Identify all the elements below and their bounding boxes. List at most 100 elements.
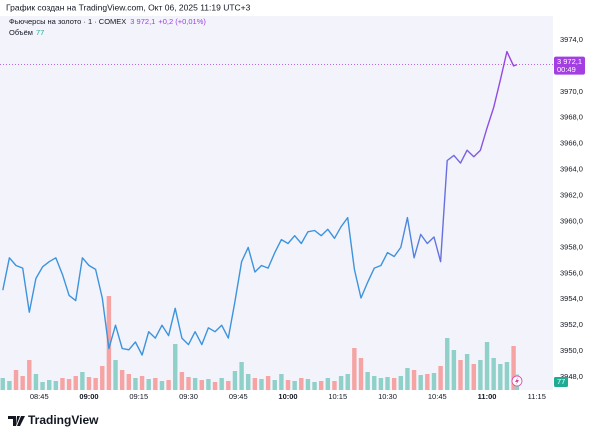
volume-bar [7, 381, 12, 390]
volume-bar [411, 370, 417, 390]
price-line [2, 50, 518, 356]
volume-bar [272, 380, 277, 390]
volume-bar [199, 380, 204, 390]
plot-area [0, 16, 553, 390]
volume-bar [358, 358, 364, 390]
volume-bar [285, 380, 291, 390]
y-tick-label: 3970,0 [560, 87, 583, 96]
y-tick-label: 3952,0 [560, 320, 583, 329]
volume-bar [86, 377, 92, 390]
volume-bar [425, 374, 430, 390]
volume-bar [179, 372, 185, 390]
volume-bar [27, 360, 32, 390]
volume-bar [186, 377, 191, 390]
volume-bar [332, 381, 337, 390]
volume-bar [66, 379, 72, 390]
volume-bar [53, 381, 59, 390]
volume-bar [146, 379, 151, 390]
x-tick-label: 08:45 [30, 392, 49, 401]
volume-bar [226, 381, 231, 390]
logo: TradingView [8, 413, 99, 427]
x-tick-label: 09:15 [129, 392, 148, 401]
y-tick-label: 3960,0 [560, 216, 583, 225]
volume-bar [40, 382, 45, 390]
volume-bar [279, 374, 284, 390]
volume-bar [299, 378, 304, 390]
volume-bar [13, 370, 19, 390]
y-tick-label: 3956,0 [560, 268, 583, 277]
volume-bar [46, 380, 52, 390]
volume-bar [192, 378, 198, 390]
volume-bar [252, 378, 258, 390]
x-tick-label: 09:45 [229, 392, 248, 401]
volume-bar [352, 348, 357, 390]
volume-bar [451, 350, 457, 390]
volume-bar [464, 354, 470, 390]
volume-bar [139, 376, 145, 390]
volume-bar [385, 377, 390, 390]
volume-bar [219, 378, 224, 390]
legend-change: +0,2 (+0,01%) [158, 17, 206, 26]
volume-bar [20, 376, 25, 390]
logo-text: TradingView [28, 413, 99, 427]
volume-bar [405, 368, 410, 390]
volume-bar [445, 338, 450, 390]
volume-bar [0, 378, 5, 390]
price-label-box [554, 56, 585, 75]
volume-bar [471, 364, 476, 390]
volume-bar [398, 376, 403, 390]
chart-title: График создан на TradingView.com, Окт 06… [6, 2, 251, 12]
legend-volume-value: 77 [36, 28, 44, 37]
volume-bar [511, 346, 516, 390]
volume-bar [93, 378, 98, 390]
x-tick-label: 09:30 [179, 392, 198, 401]
volume-bar [80, 372, 85, 390]
volume-bar [325, 378, 331, 390]
volume-bar [312, 382, 317, 390]
volume-bar [212, 382, 218, 390]
volume-bar [338, 376, 344, 390]
volume-bar [484, 342, 490, 390]
volume-bar [60, 378, 65, 390]
volume-bar [33, 374, 39, 390]
y-tick-label: 3958,0 [560, 242, 583, 251]
volume-bar [292, 381, 297, 390]
volume-bar [431, 373, 437, 390]
volume-bar [246, 374, 251, 390]
volume-label-box [554, 377, 568, 387]
volume-bar [391, 378, 397, 390]
volume-bar [458, 360, 463, 390]
x-tick-label: 10:30 [378, 392, 397, 401]
volume-bar [206, 379, 211, 390]
volume-bar [504, 362, 510, 390]
volume-bar [133, 378, 138, 390]
legend-price: 3 972,1 [130, 17, 155, 26]
x-tick-label: 10:45 [428, 392, 447, 401]
volume-bar [259, 379, 264, 390]
volume-bar [491, 358, 496, 390]
volume-bar [305, 379, 311, 390]
volume-bar [166, 380, 171, 390]
legend-symbol: Фьючерсы на золото · 1 · COMEX [9, 17, 126, 26]
legend-volume: Объём [9, 28, 33, 37]
volume-bar [239, 362, 244, 390]
volume-bar [372, 376, 377, 390]
logo-icon [8, 416, 25, 426]
volume-bar [113, 360, 118, 390]
volume-bar [106, 296, 112, 390]
x-tick-label: 10:15 [328, 392, 347, 401]
volume-bar [100, 366, 105, 390]
volume-label: 77 [557, 377, 565, 386]
volume-bar [418, 375, 423, 390]
x-tick-label: 11:00 [478, 392, 497, 401]
volume-bar [159, 381, 165, 390]
y-tick-label: 3954,0 [560, 294, 583, 303]
x-tick-label: 09:00 [79, 392, 98, 401]
volume-bar [73, 376, 78, 390]
y-tick-label: 3962,0 [560, 191, 583, 200]
y-tick-label: 3964,0 [560, 165, 583, 174]
volume-bar [232, 371, 238, 390]
volume-bar [173, 344, 178, 390]
volume-bar [498, 364, 503, 390]
y-tick-label: 3950,0 [560, 346, 583, 355]
